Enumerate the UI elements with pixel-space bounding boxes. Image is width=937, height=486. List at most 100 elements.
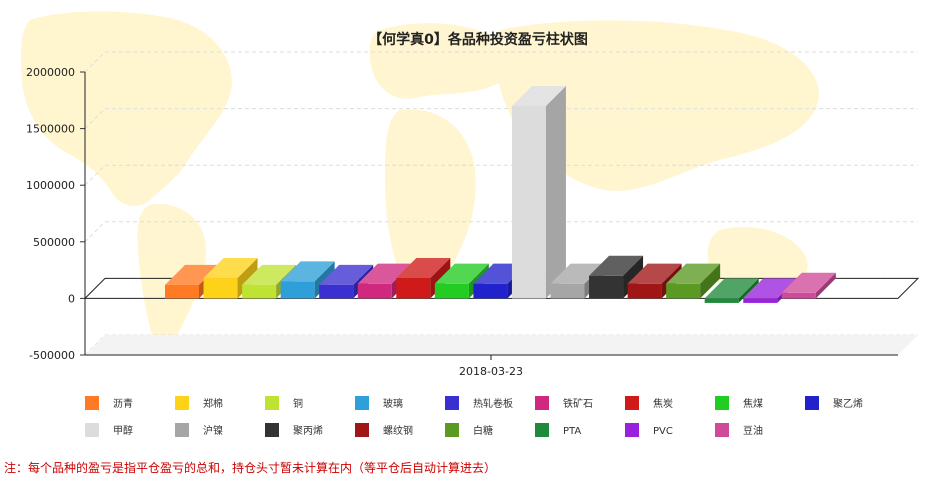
legend-item: 铜 (265, 396, 303, 410)
legend-item: 聚乙烯 (805, 396, 863, 410)
legend-label: 聚乙烯 (833, 397, 863, 410)
bar-front (434, 283, 469, 299)
legend-label: PTA (563, 426, 581, 437)
y-tick-label: 2000000 (26, 66, 75, 79)
grid-line-slant (84, 221, 106, 243)
bar-side (700, 263, 721, 299)
bar-side (738, 278, 759, 303)
bar-front (704, 298, 739, 303)
legend-item: 焦煤 (715, 396, 763, 410)
legend-item: PTA (535, 423, 581, 437)
legend-label: 玻璃 (383, 397, 403, 410)
bar-front (357, 283, 392, 299)
y-tick-label: 0 (68, 292, 75, 305)
bar-top (704, 278, 759, 299)
y-tick-label: 1000000 (26, 179, 75, 192)
grid-line-slant (84, 164, 106, 186)
legend-label: 郑棉 (203, 397, 223, 410)
bar-front (165, 284, 199, 299)
bar-top (589, 255, 644, 276)
legend-label: 白糖 (473, 424, 493, 437)
legend-swatch (175, 423, 189, 437)
bar-front (550, 283, 585, 299)
legend-item: 郑棉 (175, 396, 223, 410)
legend-swatch (175, 396, 189, 410)
legend-label: 铁矿石 (563, 397, 593, 410)
bar (704, 278, 759, 303)
legend-item: 沪镍 (175, 423, 223, 437)
axes: 2000000 1500000 1000000 500000 0 -500000 2018-… (26, 66, 898, 378)
legend-item: 焦炭 (625, 396, 673, 410)
bar-front (627, 283, 662, 299)
legend-swatch (805, 396, 819, 410)
legend-label: PVC (653, 426, 673, 437)
bar-front (743, 298, 778, 303)
bottom-band (85, 335, 918, 355)
bar-top (319, 264, 374, 285)
legend-label: 聚丙烯 (293, 424, 323, 437)
bar-top (165, 264, 219, 285)
bar-top (396, 258, 451, 279)
legend-label: 螺纹钢 (383, 424, 413, 437)
legend-swatch (625, 396, 639, 410)
chart-title: 【何学真0】各品种投资盈亏柱状图 (368, 31, 588, 48)
legend-swatch (85, 423, 99, 437)
bar-front (781, 292, 816, 299)
bar-front (511, 105, 546, 299)
legend-item: 甲醇 (85, 423, 133, 437)
bar (666, 263, 721, 299)
bar-top (666, 263, 721, 284)
legend-swatch (265, 423, 279, 437)
legend-swatch (355, 423, 369, 437)
legend-item: 沥青 (85, 396, 133, 410)
legend-label: 甲醇 (113, 424, 133, 437)
bar-front (280, 281, 315, 299)
bar-top (550, 263, 605, 284)
bar-front (589, 275, 624, 299)
bar-top (511, 85, 566, 106)
zero-plane-outline (83, 277, 920, 299)
bar-top (357, 263, 412, 284)
y-tick-label: -500000 (29, 349, 75, 362)
legend-swatch (355, 396, 369, 410)
bar-front (666, 283, 701, 299)
bar-top (627, 263, 682, 284)
legend-label: 焦炭 (653, 397, 673, 410)
bar-front (203, 278, 238, 299)
bar-top (781, 272, 836, 293)
bar-side (815, 272, 836, 299)
legend-item: 豆油 (715, 423, 763, 437)
legend-item: PVC (625, 423, 673, 437)
x-category-label: 2018-03-23 (459, 365, 523, 378)
legend-swatch (445, 423, 459, 437)
bar-top (203, 258, 258, 279)
legend-label: 铜 (293, 398, 303, 410)
bar-front (319, 284, 354, 299)
legend-label: 豆油 (743, 424, 763, 437)
bar-side (545, 85, 566, 299)
bars (165, 85, 836, 303)
bar (781, 272, 836, 299)
bar-top (434, 263, 489, 284)
legend-swatch (85, 396, 99, 410)
legend-label: 焦煤 (743, 397, 763, 410)
bar-top (743, 278, 798, 299)
legend-label: 热轧卷板 (473, 397, 513, 410)
bar (511, 85, 566, 299)
legend-swatch (265, 396, 279, 410)
legend-swatch (535, 423, 549, 437)
zero-plane (83, 277, 920, 355)
y-tick-label: 500000 (33, 236, 75, 249)
world-map-background (20, 11, 819, 347)
grid-line-slant (84, 108, 106, 129)
bar-front (473, 283, 508, 299)
legend-label: 沥青 (113, 397, 133, 410)
y-tick-label: 1500000 (26, 123, 75, 136)
grid-line-slant (84, 51, 106, 73)
legend-swatch (625, 423, 639, 437)
legend-item: 铁矿石 (535, 396, 593, 410)
legend-label: 沪镍 (203, 424, 223, 437)
